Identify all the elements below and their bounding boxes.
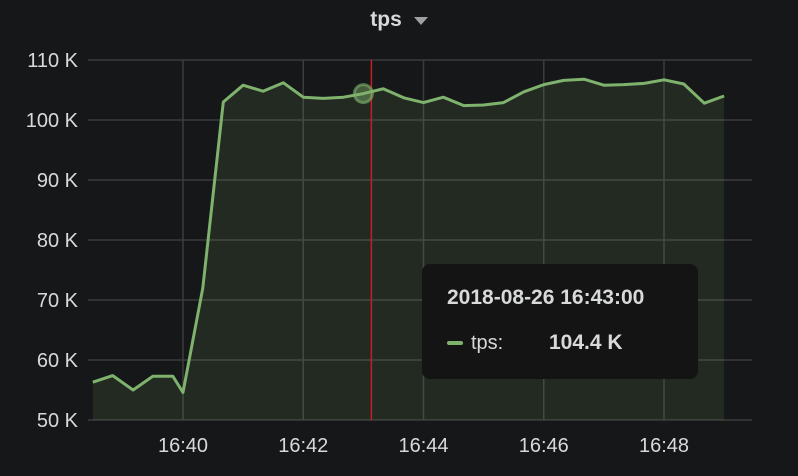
hover-point-marker bbox=[352, 83, 374, 105]
y-tick-label: 50 K bbox=[37, 410, 79, 432]
data-point[interactable] bbox=[500, 100, 506, 106]
y-axis: 50 K 60 K 70 K 80 K 90 K 100 K 110 K bbox=[26, 50, 79, 432]
data-point[interactable] bbox=[240, 82, 246, 88]
x-tick-label: 16:44 bbox=[398, 435, 448, 457]
panel-header: tps bbox=[0, 0, 798, 40]
data-point[interactable] bbox=[130, 387, 136, 393]
x-tick-label: 16:42 bbox=[278, 435, 328, 457]
data-point[interactable] bbox=[521, 89, 527, 95]
tooltip: 2018-08-26 16:43:00 tps: 104.4 K bbox=[422, 264, 698, 379]
data-point[interactable] bbox=[641, 80, 647, 86]
series-line-group bbox=[90, 76, 727, 395]
data-point[interactable] bbox=[401, 95, 407, 101]
y-tick-label: 70 K bbox=[37, 290, 79, 312]
data-point[interactable] bbox=[721, 93, 727, 99]
tooltip-series-name: tps: bbox=[471, 331, 504, 354]
data-point[interactable] bbox=[280, 80, 286, 86]
data-point[interactable] bbox=[581, 76, 587, 82]
data-point[interactable] bbox=[260, 88, 266, 94]
x-tick-label: 16:46 bbox=[519, 435, 569, 457]
data-point[interactable] bbox=[320, 95, 326, 101]
data-point[interactable] bbox=[300, 94, 306, 100]
y-tick-label: 80 K bbox=[37, 230, 79, 252]
panel-title: tps bbox=[370, 8, 402, 31]
y-tick-label: 110 K bbox=[27, 50, 78, 72]
y-tick-label: 90 K bbox=[37, 170, 79, 192]
data-point[interactable] bbox=[541, 82, 547, 88]
data-point[interactable] bbox=[461, 103, 467, 109]
data-point[interactable] bbox=[481, 102, 487, 108]
tooltip-series-value: 104.4 K bbox=[549, 331, 623, 354]
data-point[interactable] bbox=[110, 373, 116, 379]
x-axis: 16:40 16:42 16:44 16:46 16:48 bbox=[158, 435, 689, 457]
data-point[interactable] bbox=[621, 82, 627, 88]
data-point[interactable] bbox=[380, 86, 386, 92]
y-tick-label: 100 K bbox=[26, 110, 79, 132]
data-point[interactable] bbox=[661, 77, 667, 83]
series-line-tps bbox=[92, 77, 725, 394]
data-point[interactable] bbox=[200, 285, 206, 291]
data-point[interactable] bbox=[341, 94, 347, 100]
x-tick-label: 16:40 bbox=[158, 435, 208, 457]
data-point[interactable] bbox=[601, 82, 607, 88]
data-point[interactable] bbox=[440, 94, 446, 100]
x-tick-label: 16:48 bbox=[639, 435, 689, 457]
panel-title-menu[interactable]: tps bbox=[370, 8, 428, 32]
data-point[interactable] bbox=[561, 77, 567, 83]
data-point[interactable] bbox=[150, 373, 156, 379]
data-point[interactable] bbox=[701, 100, 707, 106]
y-tick-label: 60 K bbox=[37, 350, 79, 372]
caret-down-icon[interactable] bbox=[413, 17, 428, 25]
data-point[interactable] bbox=[421, 100, 427, 106]
tooltip-time: 2018-08-26 16:43:00 bbox=[447, 286, 645, 309]
tooltip-series-row: tps: 104.4 K bbox=[447, 331, 623, 355]
data-point[interactable] bbox=[681, 81, 687, 87]
data-point[interactable] bbox=[220, 99, 226, 105]
series-color-swatch bbox=[447, 341, 463, 345]
data-point[interactable] bbox=[90, 379, 96, 385]
data-point[interactable] bbox=[180, 389, 186, 395]
data-point[interactable] bbox=[170, 373, 176, 379]
